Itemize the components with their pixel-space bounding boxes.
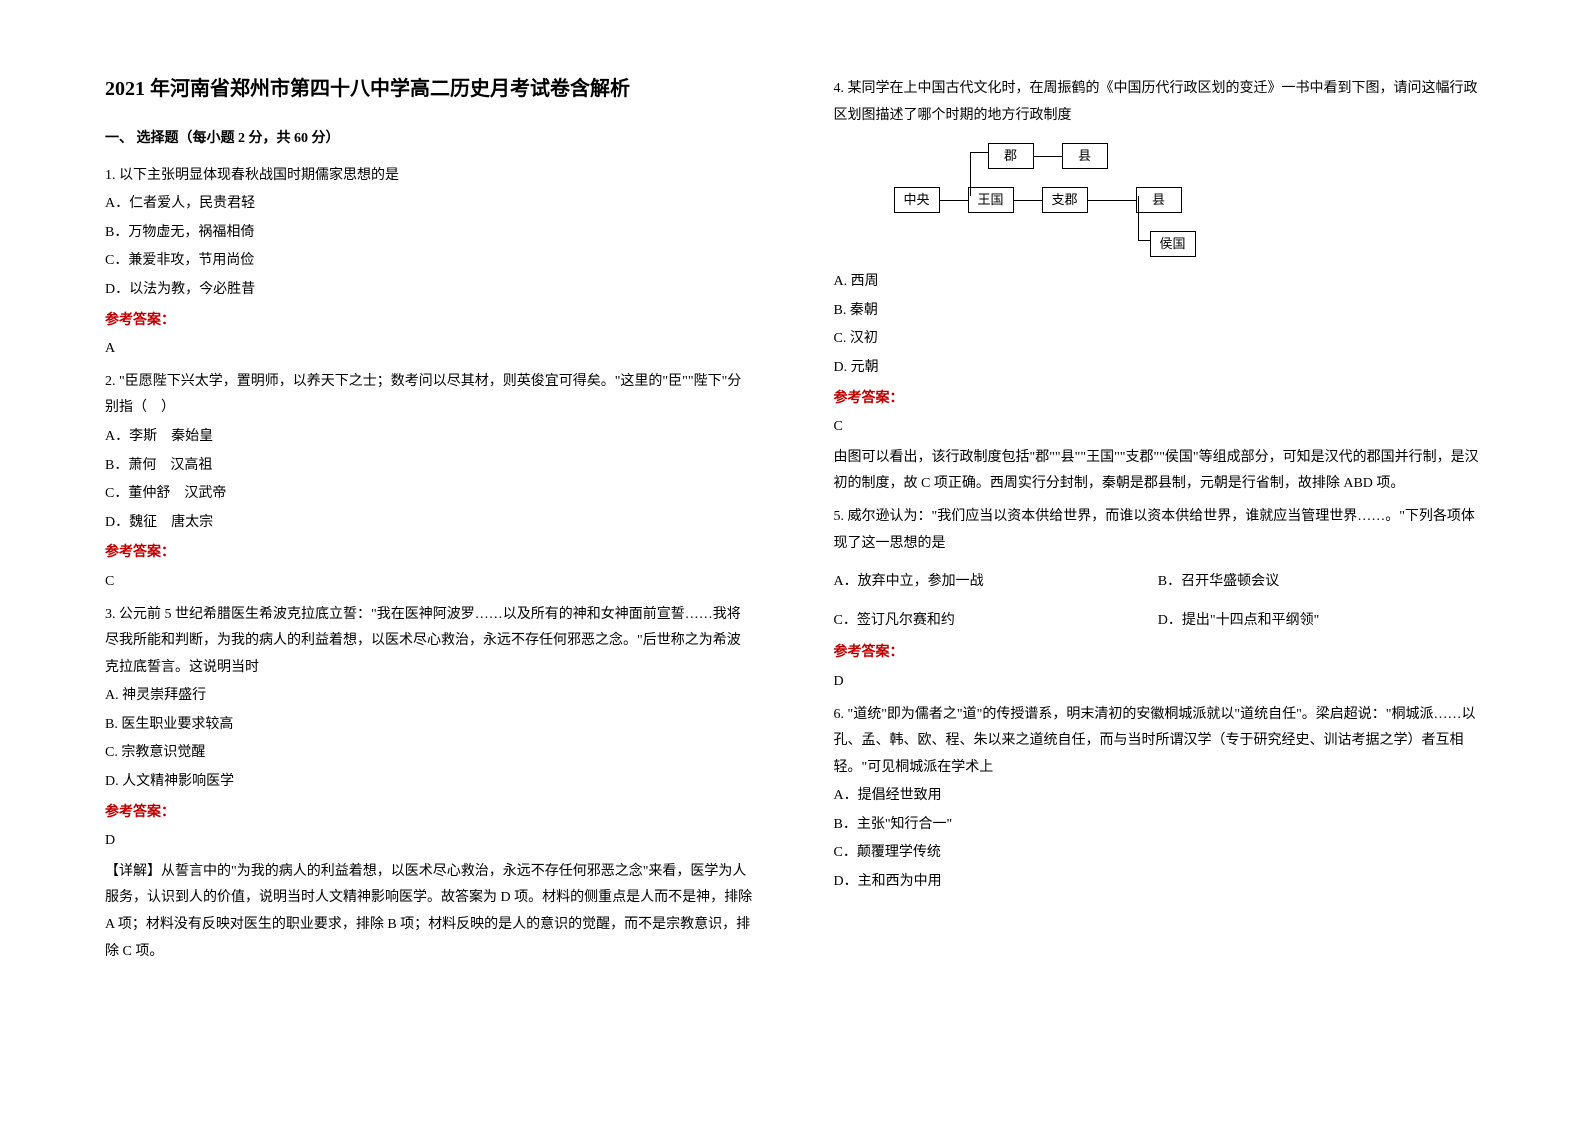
q2-answer: C [105,569,754,596]
q3-opt-c: C. 宗教意识觉醒 [105,740,754,767]
q4-stem: 4. 某同学在上中国古代文化时，在周振鹤的《中国历代行政区划的变迁》一书中看到下… [834,76,1483,129]
q2-opt-d: D．魏征 唐太宗 [105,510,754,537]
q6-opt-d: D．主和西为中用 [834,869,1483,896]
q5-opt-b: B．召开华盛顿会议 [1158,569,1482,596]
q5-stem: 5. 威尔逊认为："我们应当以资本供给世界，而谁以资本供给世界，谁就应当管理世界… [834,504,1483,557]
q4-opt-d: D. 元朝 [834,355,1483,382]
q2-answer-label: 参考答案： [105,540,754,567]
q1-answer: A [105,336,754,363]
q1-opt-b: B．万物虚无，祸福相倚 [105,220,754,247]
q6-opt-c: C．颠覆理学传统 [834,840,1483,867]
diagram-node-jun: 郡 [988,143,1034,169]
q6-opt-b: B．主张"知行合一" [834,812,1483,839]
left-column: 2021 年河南省郑州市第四十八中学高二历史月考试卷含解析 一、 选择题（每小题… [90,70,794,1082]
q5-answer: D [834,669,1483,696]
diagram-vconnector [1138,240,1150,241]
q5-opt-c: C．签订凡尔赛和约 [834,608,1158,635]
q6-opt-a: A．提倡经世致用 [834,783,1483,810]
diagram-node-xian-top: 县 [1062,143,1108,169]
diagram-vconnector [1138,196,1139,240]
q1-opt-c: C．兼爱非攻，节用尚俭 [105,248,754,275]
q3-opt-a: A. 神灵崇拜盛行 [105,683,754,710]
right-column: 4. 某同学在上中国古代文化时，在周振鹤的《中国历代行政区划的变迁》一书中看到下… [794,70,1498,1082]
q5-opt-a: A．放弃中立，参加一战 [834,569,1158,596]
q6-stem: 6. "道统"即为儒者之"道"的传授谱系，明末清初的安徽桐城派就以"道统自任"。… [834,702,1483,782]
diagram-node-wangguo: 王国 [968,187,1014,213]
q4-explain: 由图可以看出，该行政制度包括"郡""县""王国""支郡""侯国"等组成部分，可知… [834,445,1483,498]
q2-opt-c: C．董仲舒 汉武帝 [105,481,754,508]
q1-opt-d: D．以法为教，今必胜昔 [105,277,754,304]
q3-opt-d: D. 人文精神影响医学 [105,769,754,796]
diagram-connector [940,200,968,201]
q4-answer-label: 参考答案： [834,386,1483,413]
q4-answer: C [834,414,1483,441]
q2-opt-a: A．李斯 秦始皇 [105,424,754,451]
q4-diagram: 郡 县 中央 王国 支郡 县 侯国 [894,139,1483,259]
q3-opt-b: B. 医生职业要求较高 [105,712,754,739]
diagram-node-houguo: 侯国 [1150,231,1196,257]
q5-answer-label: 参考答案： [834,640,1483,667]
diagram-node-xian-mid: 县 [1136,187,1182,213]
q1-opt-a: A．仁者爱人，民贵君轻 [105,191,754,218]
q1-stem: 1. 以下主张明显体现春秋战国时期儒家思想的是 [105,163,754,190]
diagram-node-zhijun: 支郡 [1042,187,1088,213]
diagram-vconnector [970,152,971,196]
q3-answer-label: 参考答案： [105,800,754,827]
diagram-vconnector [970,152,988,153]
q4-opt-b: B. 秦朝 [834,298,1483,325]
q5-opt-d: D．提出"十四点和平纲领" [1158,608,1482,635]
q4-opt-c: C. 汉初 [834,326,1483,353]
q4-opt-a: A. 西周 [834,269,1483,296]
q3-stem: 3. 公元前 5 世纪希腊医生希波克拉底立誓："我在医神阿波罗……以及所有的神和… [105,602,754,682]
diagram-connector [1014,200,1042,201]
diagram-connector [1034,156,1062,157]
q3-answer: D [105,828,754,855]
diagram-connector [1088,200,1136,201]
page-title: 2021 年河南省郑州市第四十八中学高二历史月考试卷含解析 [105,70,754,108]
q2-opt-b: B．萧何 汉高祖 [105,453,754,480]
q1-answer-label: 参考答案： [105,308,754,335]
section-header: 一、 选择题（每小题 2 分，共 60 分） [105,126,754,153]
q2-stem: 2. "臣愿陛下兴太学，置明师，以养天下之士；数考问以尽其材，则英俊宜可得矣。"… [105,369,754,422]
diagram-node-center: 中央 [894,187,940,213]
q3-explain: 【详解】从誓言中的"为我的病人的利益着想，以医术尽心救治，永远不存任何邪恶之念"… [105,859,754,965]
